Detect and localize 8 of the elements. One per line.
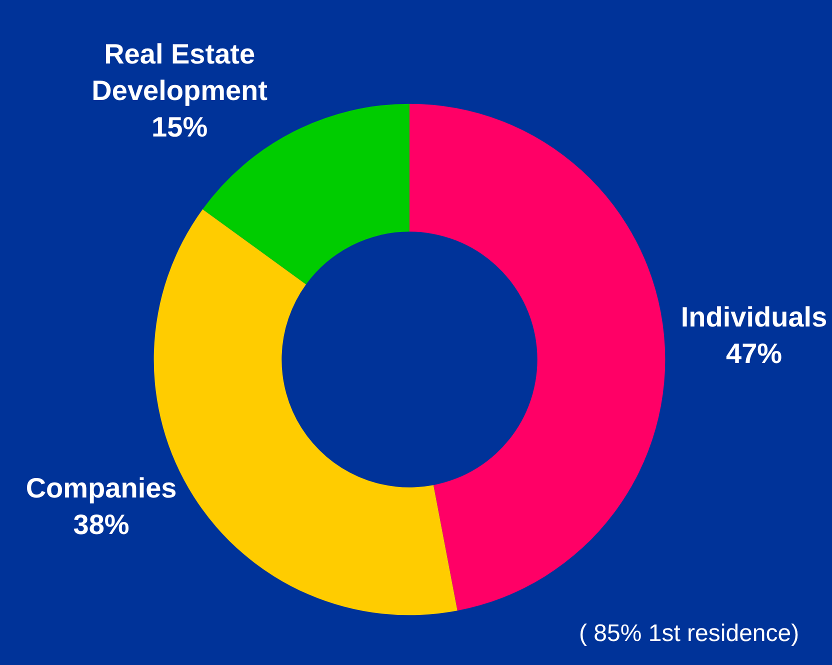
text: ( 85% 1st residence) xyxy=(579,620,800,647)
slice-label: Real Estate Development xyxy=(92,38,268,106)
data-label: 38% xyxy=(73,508,130,540)
slice-label: Individuals xyxy=(680,301,828,332)
slice-label: Companies xyxy=(26,472,177,504)
data-label: 15% xyxy=(152,111,208,142)
donut-slice xyxy=(410,104,666,611)
data-label: 47% xyxy=(726,338,782,369)
